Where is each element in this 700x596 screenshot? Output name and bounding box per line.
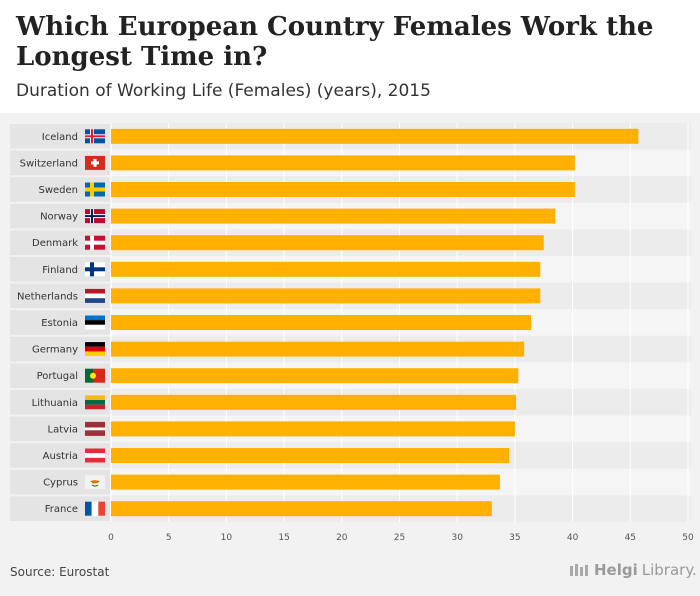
bar-norway <box>111 208 556 224</box>
category-label: Latvia <box>48 424 78 435</box>
logo-text-helgi: Helgi <box>594 561 638 579</box>
bar-sweden <box>111 182 575 197</box>
category-label: Germany <box>32 345 78 356</box>
category-label: Iceland <box>42 132 78 143</box>
category-label: France <box>45 504 78 515</box>
x-tick-label: 40 <box>567 533 579 543</box>
bar-iceland <box>111 128 639 144</box>
source-note: Source: Eurostat <box>10 565 110 579</box>
category-label: Norway <box>40 212 78 223</box>
library-logo-icon <box>570 564 588 576</box>
bar-denmark <box>111 235 544 251</box>
x-tick-label: 10 <box>221 533 233 543</box>
bar-chart: Iceland Switzerland Sweden Norway Denmark Fin… <box>10 123 694 543</box>
category-label: Sweden <box>38 185 78 196</box>
france-flag-icon <box>85 501 105 516</box>
bar-france <box>111 501 492 517</box>
switzerland-flag-icon <box>85 155 105 170</box>
netherlands-flag-icon <box>85 288 105 303</box>
portugal-flag-icon <box>85 368 105 383</box>
bar-austria <box>111 448 510 463</box>
chart-title: Which European Country Females Work the … <box>16 12 654 72</box>
category-label: Portugal <box>37 371 78 382</box>
chart-subtitle: Duration of Working Life (Females) (year… <box>16 81 431 101</box>
bar-estonia <box>111 315 532 330</box>
sweden-flag-icon <box>85 182 105 197</box>
norway-flag-icon <box>85 209 105 224</box>
austria-flag-icon <box>85 448 105 463</box>
logo-text-library: Library. <box>641 561 697 579</box>
x-tick-label: 0 <box>108 533 114 543</box>
bar-germany <box>111 341 525 357</box>
category-label: Lithuania <box>32 398 78 409</box>
x-tick-label: 35 <box>509 533 520 543</box>
bar-netherlands <box>111 288 541 304</box>
estonia-flag-icon <box>85 315 105 330</box>
x-tick-label: 15 <box>278 533 289 543</box>
bar-finland <box>111 261 541 277</box>
bar-portugal <box>111 368 519 384</box>
helgilibrary-logo: Helgi Library. <box>568 561 697 579</box>
germany-flag-icon <box>85 342 105 357</box>
bar-lithuania <box>111 394 517 410</box>
category-label: Estonia <box>41 318 78 329</box>
bar-latvia <box>111 421 515 437</box>
iceland-flag-icon <box>85 129 105 144</box>
denmark-flag-icon <box>85 235 105 250</box>
lithuania-flag-icon <box>85 395 105 410</box>
category-label: Cyprus <box>43 478 78 489</box>
category-label: Switzerland <box>20 158 78 169</box>
x-tick-label: 25 <box>394 533 405 543</box>
x-tick-label: 20 <box>336 533 348 543</box>
cyprus-flag-icon <box>85 475 105 490</box>
bar-switzerland <box>111 155 575 171</box>
finland-flag-icon <box>85 262 105 277</box>
category-label: Austria <box>43 451 78 462</box>
category-label: Denmark <box>32 238 78 249</box>
x-tick-label: 30 <box>451 533 463 543</box>
latvia-flag-icon <box>85 421 105 436</box>
category-label: Netherlands <box>17 291 78 302</box>
category-label: Finland <box>42 265 78 276</box>
bar-cyprus <box>111 474 500 490</box>
x-tick-label: 50 <box>682 533 694 543</box>
header: Which European Country Females Work the … <box>0 0 700 113</box>
x-tick-label: 5 <box>166 533 172 543</box>
x-tick-label: 45 <box>625 533 636 543</box>
